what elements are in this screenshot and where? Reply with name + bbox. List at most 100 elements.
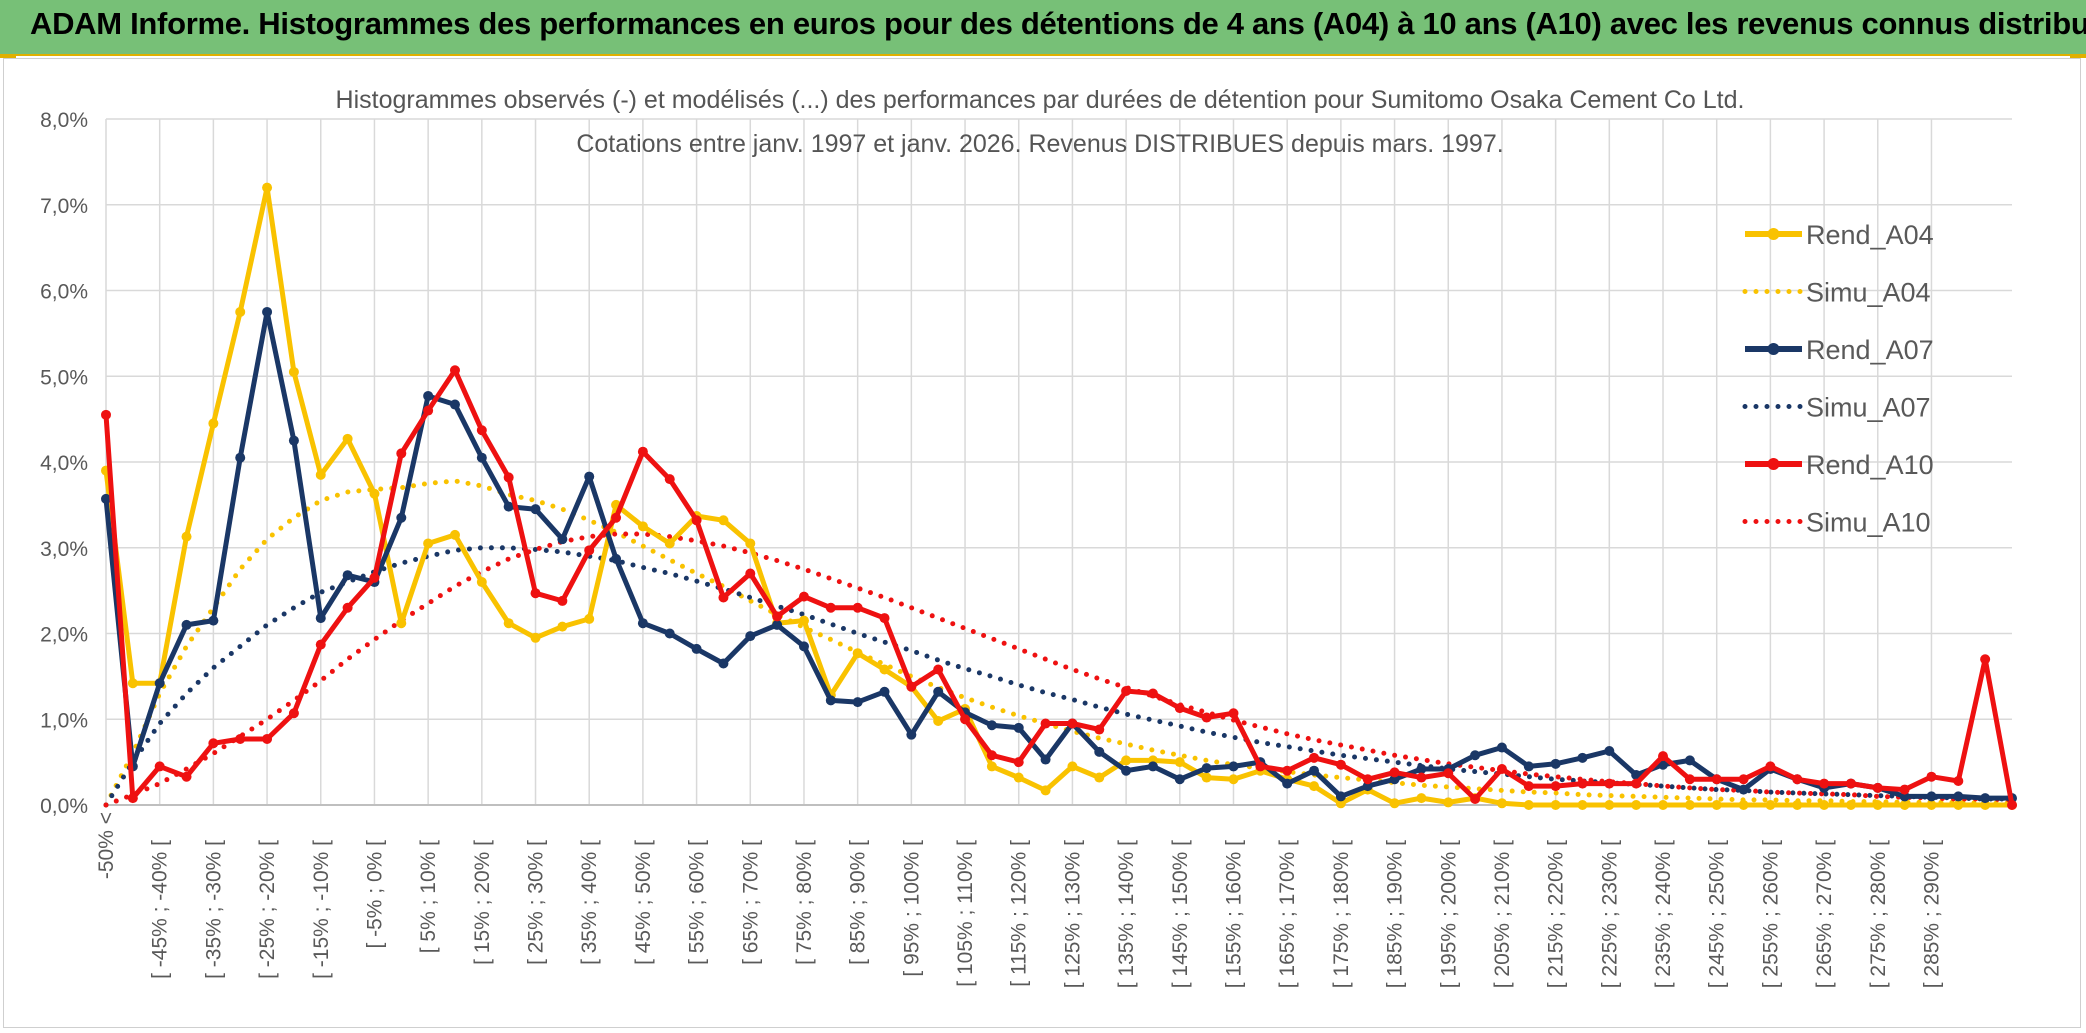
data-point-rend-a10: [503, 472, 514, 483]
data-point-rend-a04: [1711, 800, 1722, 810]
series-line-simu-a10: [103, 531, 2015, 808]
data-point-rend-a10: [691, 515, 702, 526]
data-point-rend-a10: [986, 750, 997, 761]
data-point-rend-a10: [1067, 718, 1078, 729]
data-point-rend-a10: [1094, 724, 1105, 735]
x-tick-label: [ -45% ; -40% [: [149, 840, 172, 979]
x-tick-label: [ -25% ; -20% [: [256, 840, 279, 979]
grid-layer: 0,0% 1,0% 2,0% 3,0% 4,0% 5,0% 6,0% 7,0% 8,0% -50%…: [40, 109, 2012, 988]
data-point-rend-a04: [798, 615, 809, 626]
header-corner-left: [0, 54, 16, 58]
data-point-rend-a07: [1309, 765, 1320, 776]
data-point-rend-a10: [1013, 757, 1024, 768]
data-point-rend-a10: [960, 714, 971, 725]
data-point-rend-a07: [1604, 745, 1615, 756]
data-point-rend-a07: [906, 729, 917, 740]
data-point-rend-a07: [1980, 793, 1991, 804]
data-point-rend-a04: [718, 515, 729, 526]
data-point-rend-a07: [852, 697, 863, 708]
data-point-rend-a04: [852, 648, 863, 659]
data-point-rend-a04: [423, 538, 434, 549]
data-point-rend-a04: [1738, 800, 1749, 810]
data-point-rend-a04: [1550, 800, 1561, 810]
x-tick-label: [ 165% ; 170% [: [1276, 840, 1299, 988]
text-layer: Histogrammes observés (-) et modélisés (…: [336, 86, 1745, 158]
data-point-rend-a04: [235, 306, 246, 317]
data-point-rend-a07: [611, 553, 622, 564]
data-point-rend-a07: [772, 619, 783, 630]
data-point-rend-a10: [1389, 767, 1400, 778]
data-point-rend-a04: [1040, 785, 1051, 796]
y-tick-label: 1,0%: [40, 709, 88, 732]
data-point-rend-a10: [1174, 703, 1185, 714]
data-point-rend-a07: [825, 695, 836, 706]
data-point-rend-a07: [423, 390, 434, 401]
data-point-rend-a10: [1362, 774, 1373, 785]
chart-subtitle: Cotations entre janv. 1997 et janv. 2026…: [576, 130, 1503, 158]
data-point-rend-a10: [1872, 782, 1883, 793]
data-point-rend-a10: [637, 446, 648, 457]
data-point-rend-a10: [664, 474, 675, 485]
data-point-rend-a10: [208, 738, 219, 749]
data-point-rend-a07: [1094, 746, 1105, 757]
y-tick-label: 0,0%: [40, 795, 88, 818]
data-point-rend-a04: [745, 538, 756, 549]
x-tick-label: [ 135% ; 140% [: [1115, 840, 1138, 988]
data-point-rend-a07: [208, 615, 219, 626]
data-point-rend-a07: [1470, 750, 1481, 761]
x-tick-label: [ 245% ; 250% [: [1706, 840, 1729, 988]
data-point-rend-a04: [1845, 800, 1856, 810]
data-point-rend-a07: [664, 628, 675, 639]
data-point-rend-a10: [288, 708, 299, 719]
data-point-rend-a10: [1121, 685, 1132, 696]
data-point-rend-a04: [1926, 800, 1937, 810]
x-tick-label: -50% <: [95, 812, 118, 879]
data-point-rend-a10: [745, 568, 756, 579]
data-point-rend-a04: [986, 761, 997, 772]
data-point-rend-a10: [1765, 761, 1776, 772]
data-point-rend-a10: [1443, 768, 1454, 779]
data-point-rend-a10: [1282, 765, 1293, 776]
legend-marker-rend-a10: [1767, 458, 1780, 470]
data-point-rend-a07: [879, 686, 890, 697]
data-point-rend-a07: [530, 504, 541, 515]
data-point-rend-a07: [1013, 722, 1024, 733]
data-point-rend-a10: [825, 602, 836, 613]
data-point-rend-a04: [1443, 797, 1454, 808]
y-tick-label: 8,0%: [40, 109, 88, 132]
x-tick-label: [ 125% ; 130% [: [1061, 840, 1084, 988]
data-point-rend-a10: [1980, 654, 1991, 665]
data-point-rend-a10: [101, 409, 111, 420]
x-tick-label: [ 115% ; 120% [: [1008, 840, 1031, 987]
data-point-rend-a04: [1121, 755, 1132, 766]
data-point-rend-a10: [1899, 784, 1910, 795]
x-tick-label: [ 65% ; 70% [: [739, 840, 762, 965]
data-point-rend-a10: [530, 588, 541, 599]
y-tick-label: 6,0%: [40, 281, 88, 304]
data-point-rend-a04: [1174, 757, 1185, 768]
data-point-rend-a04: [208, 418, 219, 429]
x-tick-label: [ 85% ; 90% [: [847, 840, 870, 965]
data-point-rend-a07: [1926, 791, 1937, 802]
header-corner-right: [2070, 54, 2086, 58]
data-point-rend-a07: [1335, 791, 1346, 802]
x-tick-label: [ 155% ; 160% [: [1222, 840, 1245, 988]
data-point-rend-a10: [1496, 763, 1507, 774]
data-point-rend-a07: [1577, 752, 1588, 763]
data-point-rend-a10: [1738, 774, 1749, 785]
data-point-rend-a07: [101, 493, 111, 504]
data-point-rend-a10: [1711, 774, 1722, 785]
data-point-rend-a10: [449, 365, 460, 376]
data-point-rend-a10: [1550, 781, 1561, 792]
data-point-rend-a07: [503, 501, 514, 512]
data-point-rend-a04: [664, 538, 675, 549]
data-point-rend-a07: [1738, 784, 1749, 795]
x-tick-label: [ 185% ; 190% [: [1384, 840, 1407, 988]
data-point-rend-a07: [1899, 791, 1910, 802]
legend-marker-rend-a07: [1767, 343, 1780, 355]
data-point-rend-a07: [584, 471, 595, 482]
x-tick-label: [ 265% ; 270% [: [1813, 840, 1836, 988]
data-point-rend-a07: [1496, 742, 1507, 753]
data-point-rend-a04: [1658, 800, 1669, 810]
data-point-rend-a07: [1523, 761, 1534, 772]
